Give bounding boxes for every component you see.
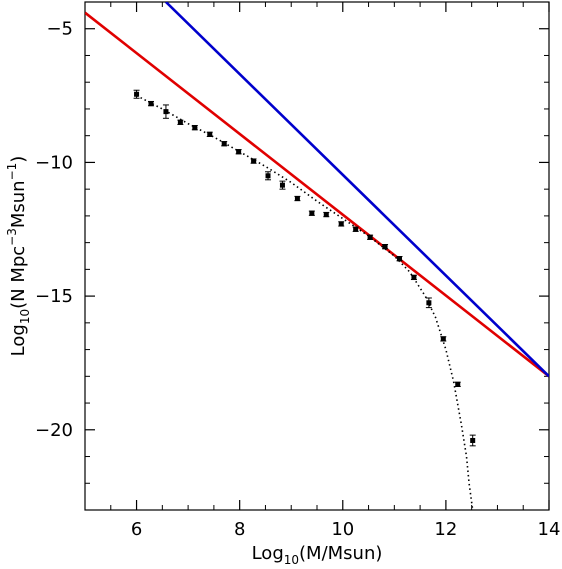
data-point [323,212,329,218]
x-tick-label: 14 [538,519,561,540]
data-point [221,141,227,147]
ticks-layer: 6 8 10 12 14 −5 −10 −15 −20 [35,1,561,540]
y-tick-label: −20 [35,420,73,441]
x-tick-label: 8 [234,519,245,540]
y-axis-label: Log10(N Mpc−3Msun−1) [5,156,32,357]
data-point [177,119,183,125]
data-point [294,196,300,202]
data-point [163,109,169,115]
data-point [455,381,461,387]
red-line [85,11,549,378]
y-tick-label: −10 [35,152,73,173]
data-point [192,125,198,131]
data-point [470,437,476,443]
data-point [251,158,257,164]
data-point [382,244,388,250]
plot-frame [84,1,550,511]
data-point [207,131,213,137]
data-point [426,300,432,306]
points-layer [133,89,476,447]
data-point [353,226,359,232]
y-tick-label: −5 [46,19,73,40]
data-point [134,91,140,97]
x-axis-label: Log10(M/Msun) [252,543,383,567]
data-point [338,221,344,227]
data-point [279,182,285,188]
y-tick-label: −15 [35,286,73,307]
data-point [367,234,373,240]
data-point [396,256,402,262]
lines-layer [85,2,549,510]
data-point [236,149,242,155]
blue-line [165,2,549,378]
data-point [411,274,417,280]
data-point [309,210,315,216]
x-tick-label: 6 [131,519,142,540]
data-point [148,101,154,107]
x-tick-label: 10 [331,519,354,540]
x-tick-label: 12 [434,519,457,540]
dotted-fit-curve [136,94,474,510]
data-point [265,173,271,179]
data-point [440,336,446,342]
